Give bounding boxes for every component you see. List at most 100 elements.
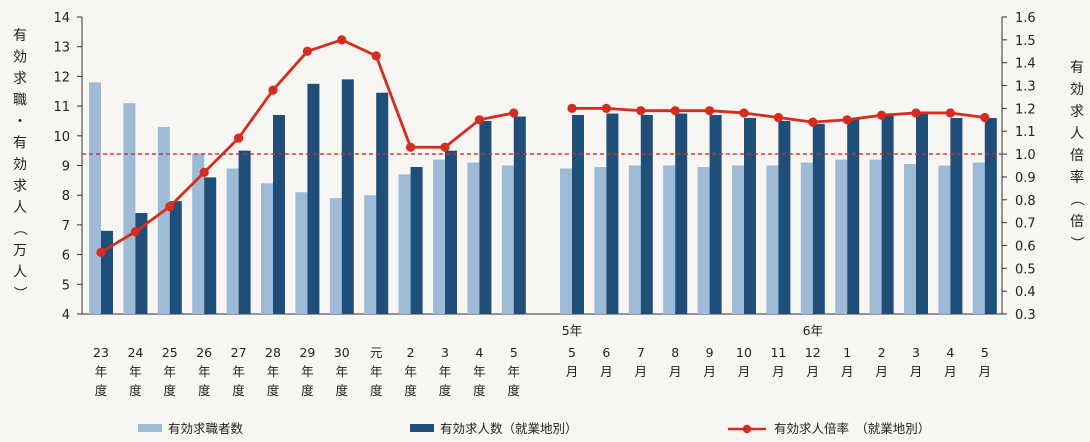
right-tick-label: 0.7 <box>1015 217 1036 232</box>
bar-job-seekers <box>560 168 572 314</box>
left-axis-title: 有効求職・有効求人（万人） <box>11 28 27 300</box>
category-label-part: 年 <box>301 364 314 379</box>
bar-job-seekers <box>467 162 480 314</box>
category-label-part: 月 <box>875 364 888 379</box>
axis-title-char: （ <box>1068 192 1084 206</box>
category-label-part: 年 <box>370 364 383 379</box>
bar-job-openings <box>169 201 182 314</box>
category-label: 27 年度 <box>231 345 247 398</box>
bar-job-seekers <box>89 82 101 314</box>
category-label-part: 年 <box>267 364 280 379</box>
category-label-part: 年 <box>129 364 142 379</box>
legend-marker <box>742 424 752 434</box>
category-label: 元年度 <box>370 345 383 398</box>
category-label-part: 4 <box>475 345 483 360</box>
category-label-part: 度 <box>198 383 211 398</box>
bar-job-seekers <box>663 165 676 314</box>
bars-layer <box>89 79 997 315</box>
left-tick-label: 4 <box>62 308 70 323</box>
bar-job-seekers <box>329 198 342 314</box>
category-label: 23 年度 <box>93 345 109 398</box>
bar-job-seekers <box>628 165 641 314</box>
bar-job-openings <box>640 115 653 314</box>
category-label: 4 年度 <box>473 345 486 398</box>
category-label-part: 28 <box>265 345 281 360</box>
left-tick-label: 8 <box>62 189 70 204</box>
category-label-part: 12 <box>805 345 821 360</box>
ratio-point <box>842 115 852 125</box>
category-label-part: 6 <box>602 345 610 360</box>
right-tick-label: 0.8 <box>1015 194 1036 209</box>
ratio-point <box>474 115 484 125</box>
category-label-part: 度 <box>95 383 108 398</box>
category-label-part: 3 <box>912 345 920 360</box>
legend: 有効求職者数 有効求人数（就業地別） 有効求人倍率 （就業地別） <box>138 421 930 436</box>
bar-job-seekers <box>869 159 882 314</box>
bar-job-openings <box>135 213 148 314</box>
left-tick-label: 11 <box>53 100 70 115</box>
ratio-point <box>739 108 749 118</box>
category-label: 25 年度 <box>162 345 178 398</box>
ratio-point <box>268 85 278 95</box>
right-tick-label: 1.0 <box>1015 148 1036 163</box>
right-tick-label: 0.3 <box>1015 308 1036 323</box>
line-series-layer <box>96 35 990 257</box>
bar-job-seekers <box>192 153 205 314</box>
axis-title-char: 求 <box>13 71 27 87</box>
category-label-part: 5 <box>981 345 989 360</box>
ratio-point <box>601 103 612 113</box>
category-label-part: 度 <box>164 383 177 398</box>
axis-title-char: ） <box>1068 236 1084 250</box>
legend-swatch <box>138 424 162 432</box>
axis-title-char: ） <box>11 286 27 300</box>
category-label-part: 月 <box>944 364 957 379</box>
left-tick-label: 12 <box>53 70 70 85</box>
category-label-part: 年 <box>198 364 211 379</box>
right-tick-label: 1.4 <box>1015 57 1036 72</box>
category-label-part: 年 <box>95 364 108 379</box>
bar-job-openings <box>445 150 457 314</box>
category-label-part: 10 <box>736 345 752 360</box>
ratio-point <box>980 112 990 123</box>
right-tick-label: 0.6 <box>1015 239 1036 254</box>
category-label: 10 月 <box>736 345 752 379</box>
bar-job-seekers <box>697 166 710 314</box>
left-tick-label: 5 <box>62 278 70 293</box>
ratio-point <box>567 103 577 113</box>
bar-job-seekers <box>123 103 136 314</box>
category-label-part: 月 <box>600 364 613 379</box>
bar-job-openings <box>341 79 354 315</box>
bar-job-seekers <box>398 174 411 314</box>
ratio-point <box>406 142 416 152</box>
category-label-part: 30 <box>334 345 350 360</box>
bar-job-openings <box>204 177 217 314</box>
category-label-part: 月 <box>566 364 579 379</box>
bar-job-seekers <box>594 166 607 314</box>
category-label-part: 度 <box>473 383 486 398</box>
bar-job-seekers <box>800 162 813 314</box>
bar-job-seekers <box>835 159 848 314</box>
bar-job-seekers <box>433 159 445 314</box>
category-label-part: 25 <box>162 345 178 360</box>
category-label-part: 元 <box>370 345 383 360</box>
left-tick-label: 6 <box>62 249 70 264</box>
ratio-point <box>945 108 956 118</box>
category-label-part: 度 <box>301 383 314 398</box>
bar-job-openings <box>410 166 423 314</box>
axis-title-char: 万 <box>13 243 27 259</box>
category-label-part: 29 <box>299 345 315 360</box>
axis-title-char: 職 <box>13 93 27 109</box>
category-label-part: 5 <box>568 345 576 360</box>
category-label-part: 年 <box>336 364 349 379</box>
bar-job-seekers <box>732 165 744 314</box>
ratio-point <box>440 142 450 152</box>
category-label: 2月 <box>875 345 888 379</box>
right-tick-label: 1.3 <box>1015 80 1036 95</box>
bar-job-openings <box>984 117 997 314</box>
bar-job-openings <box>916 113 928 315</box>
axis-title-char: 有 <box>13 28 27 44</box>
category-label: 3 年度 <box>439 345 452 398</box>
category-label: 5月 <box>566 345 579 379</box>
axis-title-char: 効 <box>13 50 27 66</box>
bar-job-openings <box>376 92 389 314</box>
